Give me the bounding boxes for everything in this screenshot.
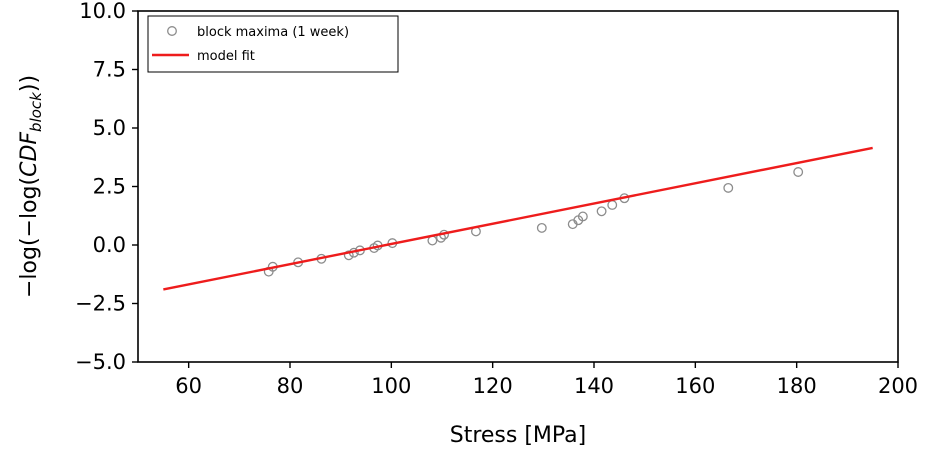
- data-point: [577, 211, 588, 222]
- x-tick-label: 160: [675, 374, 715, 398]
- y-tick-label: 10.0: [79, 0, 126, 23]
- y-tick-label: −2.5: [75, 292, 126, 316]
- y-tick-label: 7.5: [93, 58, 126, 82]
- y-tick-label: 2.5: [93, 175, 126, 199]
- y-axis-label-cdf: CDF: [17, 132, 42, 177]
- x-tick-label: 120: [473, 374, 513, 398]
- x-tick-label: 80: [277, 374, 304, 398]
- data-point: [793, 167, 804, 177]
- x-tick-label: 180: [777, 374, 817, 398]
- legend: block maxima (1 week) model fit: [147, 15, 399, 73]
- x-tick-label: 100: [371, 374, 411, 398]
- plot-area: [163, 146, 873, 291]
- x-axis-label: Stress [MPa]: [450, 423, 587, 448]
- data-point: [607, 200, 618, 210]
- legend-marker-circle: [167, 26, 177, 36]
- y-axis-label: −log(−log(CDFblock)): [17, 75, 45, 298]
- x-tick-label: 140: [574, 374, 614, 398]
- x-tick-label: 60: [175, 374, 202, 398]
- data-point: [723, 182, 734, 193]
- legend-label-line: model fit: [197, 49, 255, 64]
- legend-box: [147, 15, 399, 73]
- legend-label-scatter: block maxima (1 week): [197, 25, 349, 40]
- y-tick-label: −5.0: [75, 350, 126, 374]
- x-tick-label: 200: [878, 374, 918, 398]
- y-axis-label-prefix: −log(−log(: [17, 177, 42, 298]
- fit-line: [163, 146, 873, 291]
- data-point: [596, 206, 607, 217]
- axes: 60 80 100 120 140 160 180 200 −5.0 −2.5 0.0 2.5 5.0 7…: [17, 0, 918, 448]
- y-tick-label: 5.0: [93, 116, 126, 140]
- y-axis-label-suffix: )): [17, 75, 42, 92]
- y-tick-label: 0.0: [93, 233, 126, 257]
- y-axis-label-subscript: block: [27, 91, 45, 132]
- data-point: [536, 222, 547, 233]
- data-point: [343, 250, 354, 261]
